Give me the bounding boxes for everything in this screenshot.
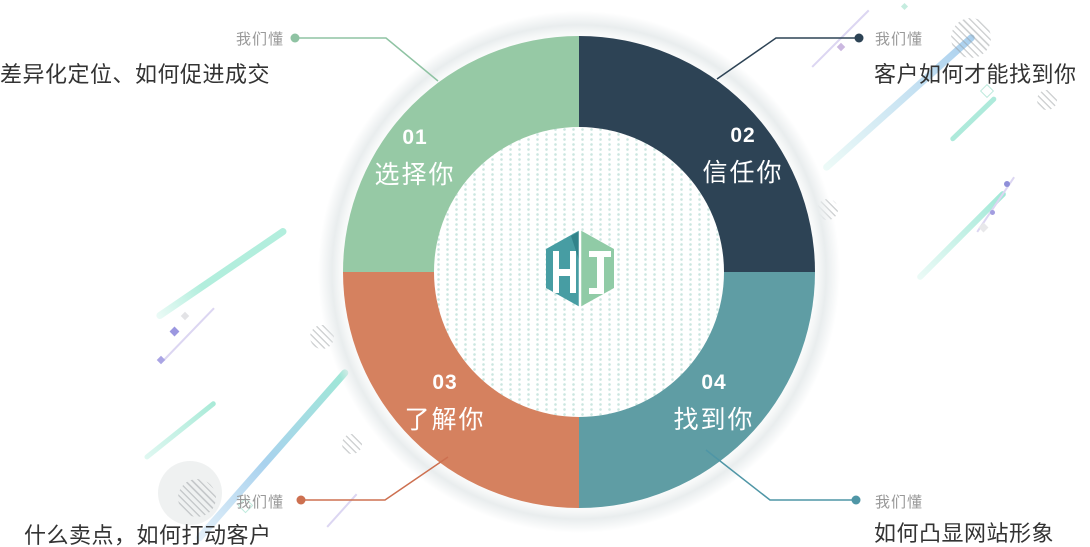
segment-name: 信任你 <box>702 159 784 187</box>
callout-line-top-right <box>716 37 859 80</box>
decor-hatched-circle <box>178 479 216 517</box>
segment-name: 了解你 <box>404 406 486 434</box>
callout-dot-top-right <box>854 33 864 43</box>
callout-tag-bottom-left: 我们懂 <box>236 494 285 511</box>
decor-hatched-circle <box>342 434 362 454</box>
callout-dot-bottom-right <box>851 495 861 505</box>
callout-line-bottom-left <box>301 456 449 501</box>
decor-hatched-circle <box>951 18 991 58</box>
segment-number: 04 <box>701 371 727 394</box>
callout-text-bottom-left: 什么卖点，如何打动客户 <box>24 523 272 547</box>
callout-text-bottom-right: 如何凸显网站形象 <box>874 521 1055 546</box>
segment-name: 选择你 <box>374 161 456 189</box>
logo-facet <box>571 231 580 263</box>
callout-text-top-right: 客户如何才能找到你 <box>874 62 1077 87</box>
callout-tag-top-left: 我们懂 <box>236 31 285 48</box>
callout-dot-bottom-left <box>296 495 306 505</box>
decor-hatched-circle <box>1037 90 1057 110</box>
callout-tag-bottom-right: 我们懂 <box>875 494 924 511</box>
segment-label-03: 03 了解你 <box>365 371 525 436</box>
segment-name: 找到你 <box>673 406 755 434</box>
segment-label-02: 02 信任你 <box>663 124 823 189</box>
callout-tag-top-right: 我们懂 <box>875 31 924 48</box>
callout-dot-top-left <box>290 33 300 43</box>
callout-line-bottom-right <box>705 449 856 501</box>
logo-hexagon <box>546 228 614 309</box>
segment-number: 03 <box>432 371 458 394</box>
callout-line-top-left <box>295 37 439 82</box>
segment-number: 02 <box>730 124 756 147</box>
segment-label-04: 04 找到你 <box>634 371 794 436</box>
segment-label-01: 01 选择你 <box>335 126 495 191</box>
decor-blob <box>158 461 222 525</box>
logo-letters <box>553 251 611 294</box>
segment-number: 01 <box>402 126 428 149</box>
callout-text-top-left: 差异化定位、如何促进成交 <box>0 62 271 87</box>
decor-dot <box>1004 181 1010 187</box>
decor-dot <box>990 210 995 215</box>
